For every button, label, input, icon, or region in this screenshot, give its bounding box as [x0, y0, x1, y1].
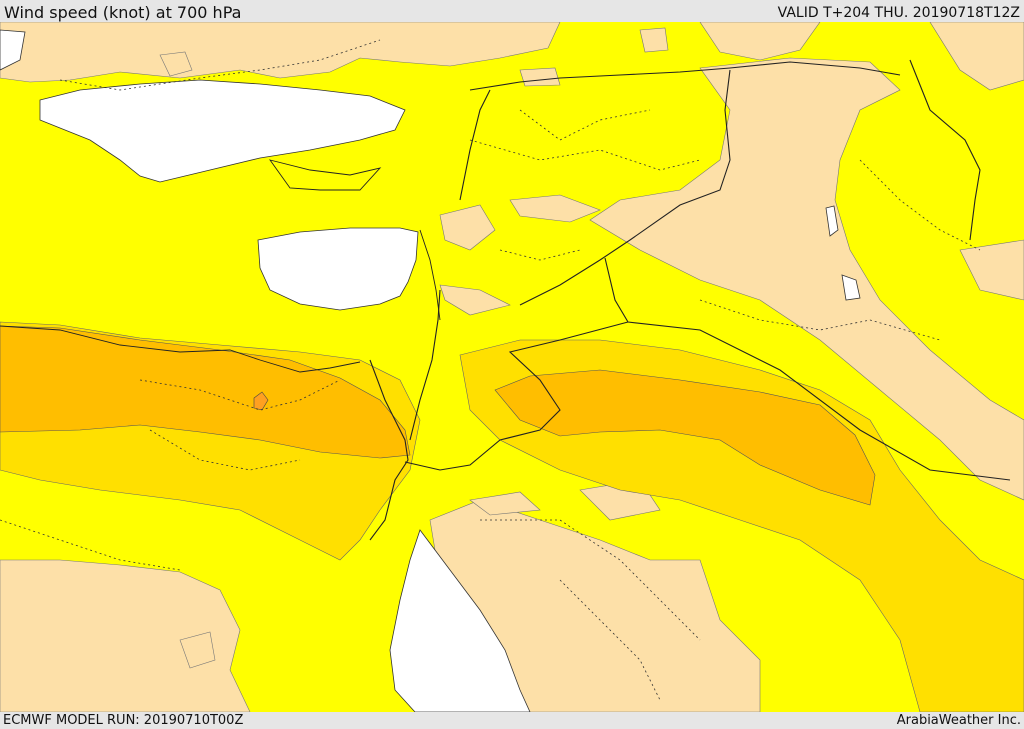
valid-time: VALID T+204 THU. 20190718T12Z — [777, 5, 1020, 21]
map-title: Wind speed (knot) at 700 hPa — [4, 3, 242, 22]
country-borders — [369, 59, 1011, 541]
wind-speed-map — [0, 22, 1024, 712]
model-run: ECMWF MODEL RUN: 20190710T00Z — [3, 713, 244, 728]
province-borders — [0, 39, 981, 701]
credit-text: ArabiaWeather Inc. — [896, 713, 1021, 728]
band-calm — [0, 22, 1024, 712]
map-canvas — [0, 22, 1024, 712]
header-bar: Wind speed (knot) at 700 hPa VALID T+204… — [0, 0, 1024, 22]
coastlines — [0, 159, 441, 373]
sea-areas — [0, 29, 861, 712]
band-strongest — [253, 391, 269, 411]
footer-bar: ECMWF MODEL RUN: 20190710T00Z ArabiaWeat… — [0, 712, 1024, 729]
